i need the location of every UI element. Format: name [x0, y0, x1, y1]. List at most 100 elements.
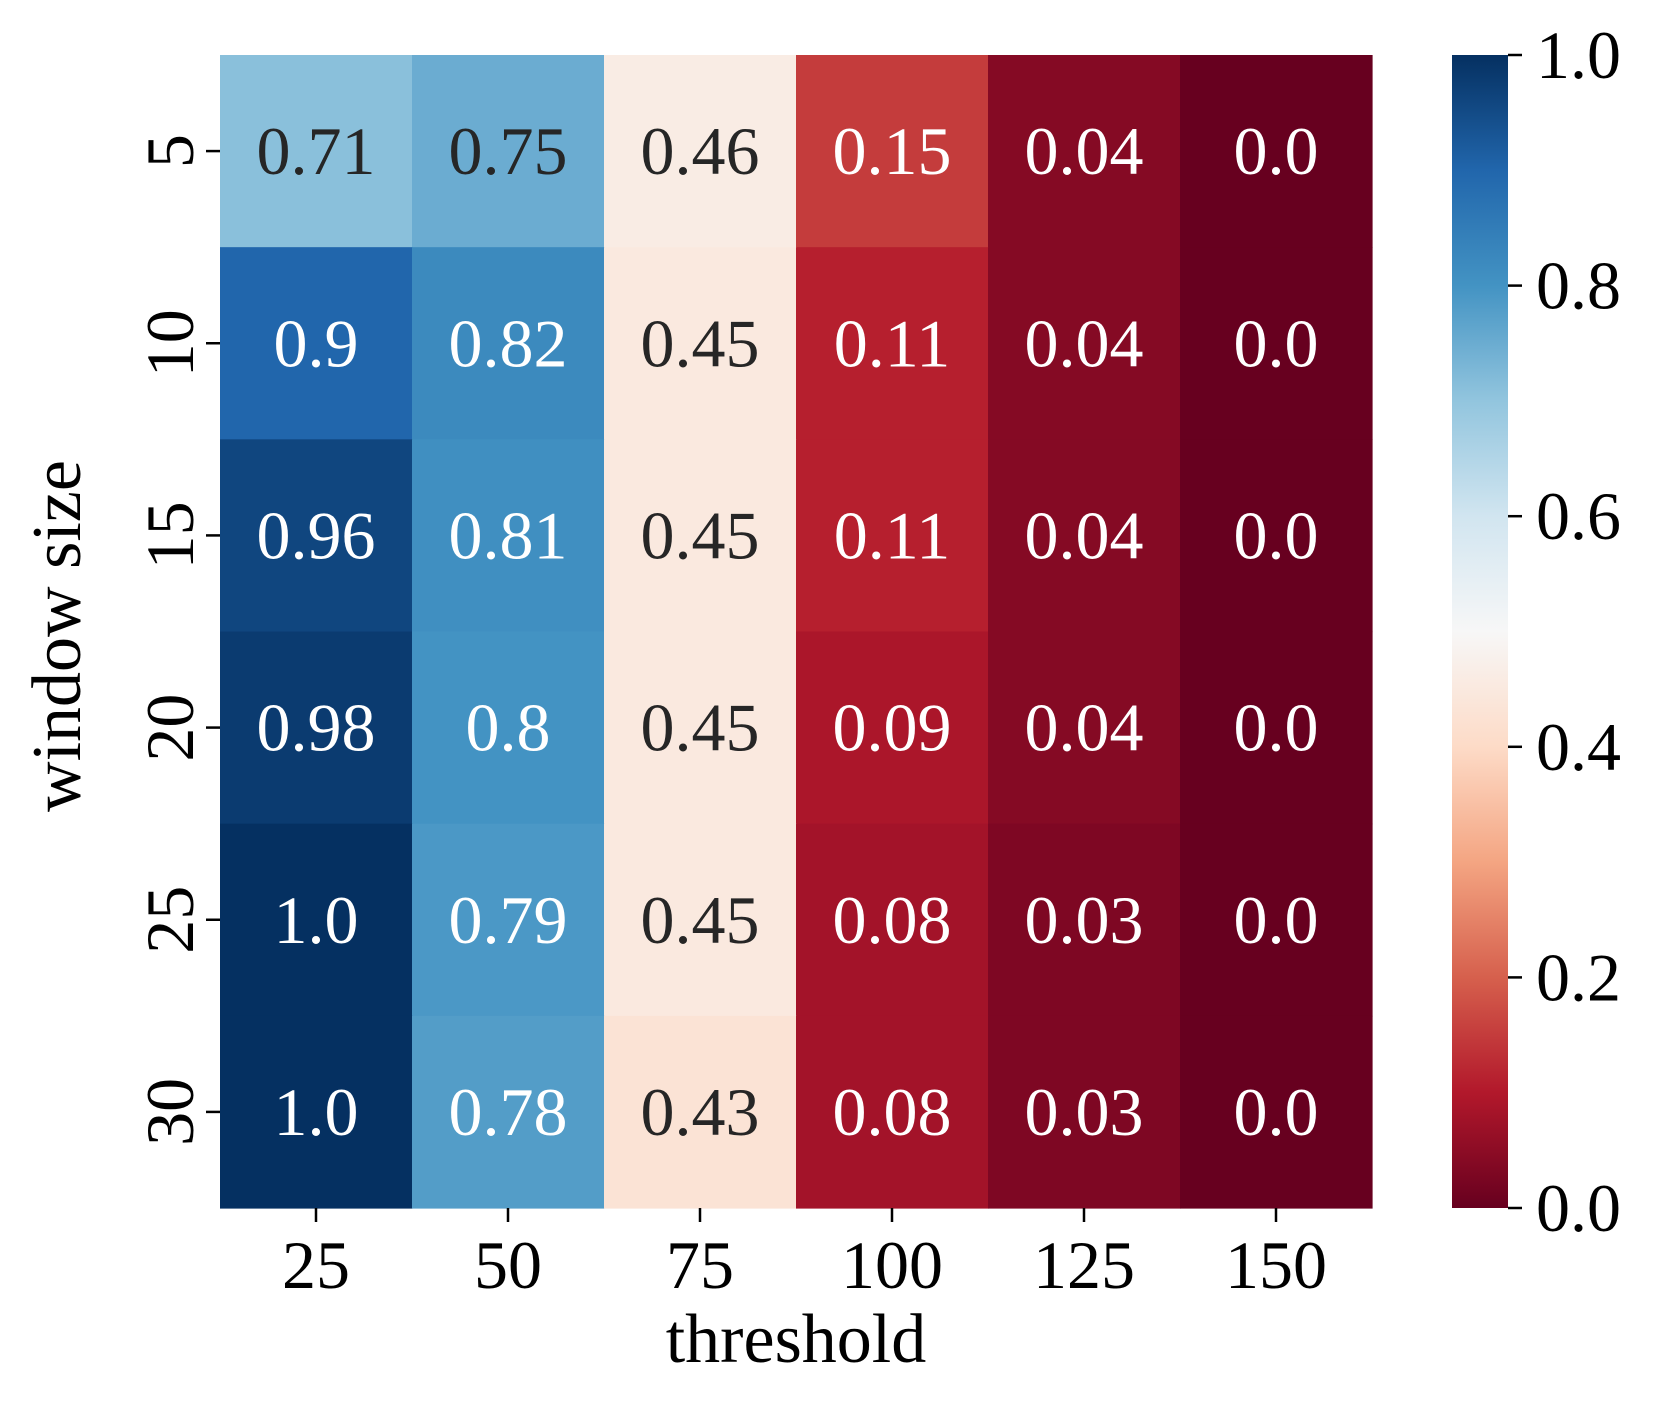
- cell-value-label: 0.03: [1025, 1074, 1144, 1150]
- heatmap-cell: [220, 247, 413, 440]
- heatmap-cell: [988, 247, 1181, 440]
- heatmap-cell: [988, 439, 1181, 633]
- cell-value-label: 0.08: [833, 882, 952, 958]
- cell-value-label: 0.45: [641, 690, 760, 766]
- heatmap-cell: [412, 55, 605, 248]
- x-tick-label: 75: [666, 1227, 734, 1303]
- cell-value-label: 0.45: [641, 497, 760, 573]
- cell-value-label: 0.43: [641, 1074, 760, 1150]
- y-tick-label: 20: [132, 694, 208, 762]
- cell-value-label: 0.78: [449, 1074, 568, 1150]
- y-tick-label: 25: [132, 886, 208, 954]
- heatmap-cell: [412, 823, 605, 1017]
- heatmap-cell: [796, 631, 989, 825]
- cell-value-label: 0.11: [834, 497, 950, 573]
- cell-value-label: 0.46: [641, 113, 760, 189]
- colorbar-ticks: 0.0 0.2 0.4 0.6 0.8 1.0: [1508, 17, 1621, 1246]
- heatmap-cell: [796, 55, 989, 248]
- heatmap-cell: [796, 1015, 989, 1209]
- heatmap-cells: [220, 55, 1373, 1209]
- cell-value-label: 0.8: [466, 690, 551, 766]
- cell-value-label: 0.0: [1234, 113, 1319, 189]
- heatmap-cell: [220, 55, 413, 248]
- heatmap-cell: [604, 823, 797, 1017]
- heatmap-cell: [988, 823, 1181, 1017]
- heatmap-cell: [220, 823, 413, 1017]
- cell-value-label: 0.81: [449, 497, 568, 573]
- cell-value-label: 0.04: [1025, 305, 1144, 381]
- heatmap-cell: [412, 439, 605, 633]
- heatmap-cell: [1180, 55, 1373, 248]
- colorbar-gradient: [1452, 55, 1508, 1208]
- colorbar: [1452, 55, 1508, 1208]
- cell-value-label: 0.79: [449, 882, 568, 958]
- colorbar-tick-label: 0.4: [1536, 709, 1621, 785]
- cell-value-label: 0.71: [257, 113, 376, 189]
- x-tick-label: 125: [1033, 1227, 1135, 1303]
- heatmap-cell: [1180, 823, 1373, 1017]
- y-tick-label: 10: [132, 309, 208, 377]
- heatmap-cell: [988, 1015, 1181, 1209]
- y-tick-label: 15: [132, 501, 208, 569]
- colorbar-tick-label: 0.2: [1536, 939, 1621, 1015]
- heatmap-cell: [796, 439, 989, 633]
- cell-value-label: 0.96: [257, 497, 376, 573]
- heatmap-cell: [988, 631, 1181, 825]
- colorbar-tick-label: 1.0: [1536, 17, 1621, 93]
- heatmap-cell: [604, 439, 797, 633]
- heatmap-cell: [1180, 631, 1373, 825]
- cell-value-label: 0.75: [449, 113, 568, 189]
- cell-value-label: 0.15: [833, 113, 952, 189]
- cell-value-label: 0.11: [834, 305, 950, 381]
- cell-value-label: 0.09: [833, 690, 952, 766]
- heatmap-cell: [220, 439, 413, 633]
- cell-value-label: 0.03: [1025, 882, 1144, 958]
- cell-value-label: 0.04: [1025, 113, 1144, 189]
- cell-value-label: 0.82: [449, 305, 568, 381]
- cell-value-label: 0.98: [257, 690, 376, 766]
- cell-value-label: 0.45: [641, 305, 760, 381]
- heatmap-cell: [604, 1015, 797, 1209]
- heatmap-cell: [412, 1015, 605, 1209]
- heatmap-cell: [1180, 1015, 1373, 1209]
- heatmap-cell: [220, 631, 413, 825]
- cell-value-label: 0.08: [833, 1074, 952, 1150]
- cell-value-label: 0.0: [1234, 497, 1319, 573]
- cell-value-label: 0.04: [1025, 497, 1144, 573]
- x-tick-label: 25: [282, 1227, 350, 1303]
- y-axis-label: window size: [19, 460, 96, 812]
- colorbar-tick-label: 0.6: [1536, 478, 1621, 554]
- heatmap-cell: [604, 247, 797, 440]
- heatmap-cell: [412, 631, 605, 825]
- cell-value-label: 1.0: [274, 1074, 359, 1150]
- x-axis-label: threshold: [666, 1301, 927, 1378]
- heatmap-cell: [412, 247, 605, 440]
- heatmap-cell: [604, 55, 797, 248]
- cell-value-label: 1.0: [274, 882, 359, 958]
- cell-value-label: 0.0: [1234, 690, 1319, 766]
- heatmap-cell: [796, 247, 989, 440]
- heatmap-cell: [220, 1015, 413, 1209]
- colorbar-tick-label: 0.0: [1536, 1170, 1621, 1246]
- cell-value-label: 0.0: [1234, 882, 1319, 958]
- x-tick-label: 100: [841, 1227, 943, 1303]
- cell-labels: 0.71 0.75 0.46 0.15 0.04 0.0 0.9 0.82 0.45 0.11 0.…: [257, 113, 1319, 1150]
- x-tick-label: 150: [1225, 1227, 1327, 1303]
- heatmap-cell: [604, 631, 797, 825]
- cell-value-label: 0.0: [1234, 305, 1319, 381]
- x-tick-label: 50: [474, 1227, 542, 1303]
- y-tick-label: 30: [132, 1078, 208, 1146]
- y-axis: 5 10 15 20 25 30: [132, 134, 220, 1146]
- cell-value-label: 0.04: [1025, 690, 1144, 766]
- x-axis: 25 50 75 100 125 150: [282, 1208, 1327, 1303]
- cell-value-label: 0.9: [274, 305, 359, 381]
- heatmap-cell: [988, 55, 1181, 248]
- heatmap-cell: [1180, 439, 1373, 633]
- y-tick-label: 5: [132, 134, 208, 168]
- colorbar-tick-label: 0.8: [1536, 248, 1621, 324]
- heatmap-cell: [1180, 247, 1373, 440]
- cell-value-label: 0.45: [641, 882, 760, 958]
- cell-value-label: 0.0: [1234, 1074, 1319, 1150]
- heatmap-cell: [796, 823, 989, 1017]
